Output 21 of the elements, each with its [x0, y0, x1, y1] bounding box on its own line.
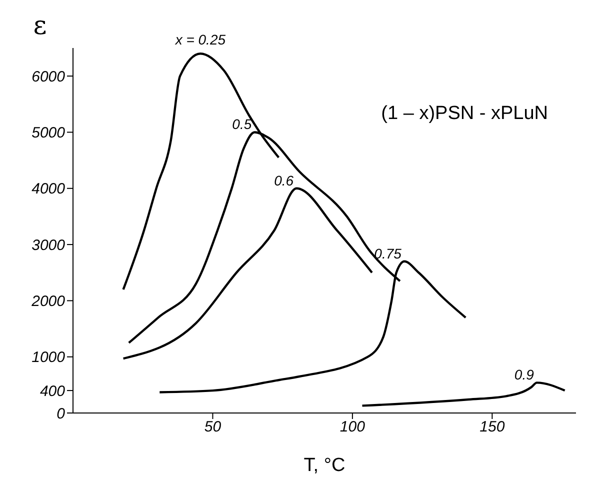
y-tick-label: 1000 [32, 349, 66, 366]
y-tick-label: 400 [40, 382, 66, 400]
series-label: 0.9 [514, 366, 534, 383]
x-tick-label: 150 [480, 418, 506, 436]
series-label: 0.75 [374, 245, 402, 262]
series-label: 0.5 [232, 116, 252, 132]
line-series [122, 187, 374, 360]
y-tick-label: 3000 [32, 236, 66, 254]
line-series [361, 382, 566, 407]
x-tick-label: 100 [340, 418, 366, 436]
y-tick-label: 4000 [32, 180, 66, 198]
x-tick-label: 50 [204, 418, 222, 436]
text: (1 – x)PSN - xPLuN [381, 103, 548, 125]
series-label: x = 0.25 [174, 32, 226, 48]
y-tick-label: 5000 [32, 124, 66, 142]
y-tick-label: 6000 [32, 68, 66, 86]
y-axis-title: ε [33, 11, 47, 41]
y-tick-label: 2000 [30, 293, 66, 310]
x-axis-title: T, °C [304, 455, 346, 476]
series-label: 0.6 [274, 172, 294, 188]
y-tick-label: 0 [56, 405, 66, 422]
